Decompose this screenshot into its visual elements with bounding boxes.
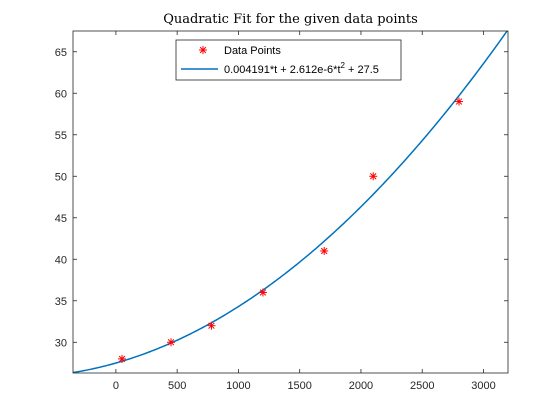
data-point: [207, 321, 216, 330]
fit-curve-layer: [73, 31, 508, 373]
x-tick-label: 2000: [349, 380, 373, 392]
data-points-layer: [118, 97, 463, 363]
x-tick-label: 500: [168, 380, 186, 392]
x-tick-label: 1000: [226, 380, 250, 392]
y-tick-label: 55: [55, 130, 67, 142]
y-tick-label: 45: [55, 213, 67, 225]
data-point: [369, 172, 378, 181]
chart-title: Quadratic Fit for the given data points: [163, 12, 418, 27]
y-axis: 30 35 40 45 50 55 60 65: [55, 47, 508, 349]
x-tick-label: 2500: [410, 380, 434, 392]
y-tick-label: 50: [55, 171, 67, 183]
y-tick-label: 40: [55, 254, 67, 266]
data-point: [167, 338, 176, 347]
data-point: [320, 246, 329, 255]
legend-marker-data-points: [199, 46, 207, 54]
legend: Data Points 0.004191*t + 2.612e-6*t2 + 2…: [175, 39, 402, 81]
y-tick-label: 35: [55, 296, 67, 308]
axes-box: [72, 30, 509, 374]
y-tick-label: 60: [55, 88, 67, 100]
legend-fit-superscript: 2: [341, 61, 346, 70]
x-axis: 0 500 1000 1500 2000 2500 3000: [113, 31, 496, 392]
y-tick-label: 30: [55, 337, 67, 349]
data-point: [454, 97, 463, 106]
x-tick-label: 1500: [287, 380, 311, 392]
data-point: [118, 354, 127, 363]
plot-area: [73, 31, 508, 373]
legend-label-data-points: Data Points: [224, 45, 281, 57]
x-tick-label: 3000: [471, 380, 495, 392]
data-point: [258, 288, 267, 297]
legend-fit-suffix: + 27.5: [345, 64, 379, 76]
x-tick-label: 0: [113, 380, 119, 392]
fit-curve: [73, 31, 508, 373]
legend-label-fit: 0.004191*t + 2.612e-6*t2 + 27.5: [224, 61, 379, 76]
legend-box: [175, 39, 402, 81]
legend-asterisk: [199, 46, 207, 54]
legend-fit-text: 0.004191*t + 2.612e-6*t: [224, 64, 341, 76]
y-tick-label: 65: [55, 47, 67, 59]
